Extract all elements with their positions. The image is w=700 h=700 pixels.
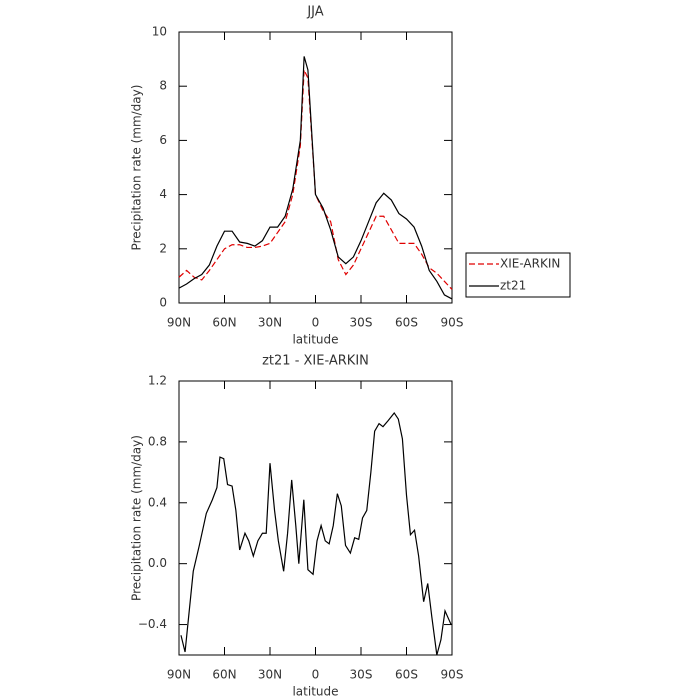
y-tick-label: 2 <box>159 241 167 255</box>
x-tick-label: 90N <box>167 316 191 330</box>
x-tick-label: 0 <box>312 668 320 682</box>
x-tick-label: 30N <box>258 316 282 330</box>
x-tick-label: 90N <box>167 668 191 682</box>
y-axis-label: Precipitation rate (mm/day) <box>130 85 144 251</box>
y-tick-label: 6 <box>159 133 167 147</box>
chart-title: JJA <box>306 5 323 20</box>
data-line <box>180 411 452 656</box>
x-tick-label: 30S <box>350 316 373 330</box>
legend-box <box>465 252 571 298</box>
plot-frame <box>178 31 453 304</box>
data-line <box>178 69 453 290</box>
x-tick-label: 0 <box>312 316 320 330</box>
y-tick-label: 0.8 <box>148 434 167 448</box>
x-axis-label: latitude <box>292 685 338 699</box>
x-tick-label: 60S <box>395 316 418 330</box>
y-tick-label: −0.4 <box>138 617 167 631</box>
y-tick-label: 4 <box>159 187 167 201</box>
x-tick-label: 60N <box>212 668 236 682</box>
x-axis-label: latitude <box>292 333 338 347</box>
y-tick-label: 10 <box>152 25 167 39</box>
plot-frame <box>178 380 453 656</box>
legend-label: XIE-ARKIN <box>500 257 560 271</box>
y-tick-label: 8 <box>159 79 167 93</box>
y-axis-label: Precipitation rate (mm/day) <box>130 435 144 601</box>
y-tick-label: 0.4 <box>148 495 167 509</box>
x-tick-label: 90S <box>441 668 464 682</box>
y-tick-label: 0.0 <box>148 556 167 570</box>
chart-title: zt21 - XIE-ARKIN <box>262 354 369 369</box>
x-tick-label: 60N <box>212 316 236 330</box>
data-line <box>178 56 453 300</box>
x-tick-label: 60S <box>395 668 418 682</box>
y-tick-label: 1.2 <box>148 374 167 388</box>
legend-label: zt21 <box>500 279 526 293</box>
x-tick-label: 30S <box>350 668 373 682</box>
x-tick-label: 90S <box>441 316 464 330</box>
y-tick-label: 0 <box>159 296 167 310</box>
x-tick-label: 30N <box>258 668 282 682</box>
